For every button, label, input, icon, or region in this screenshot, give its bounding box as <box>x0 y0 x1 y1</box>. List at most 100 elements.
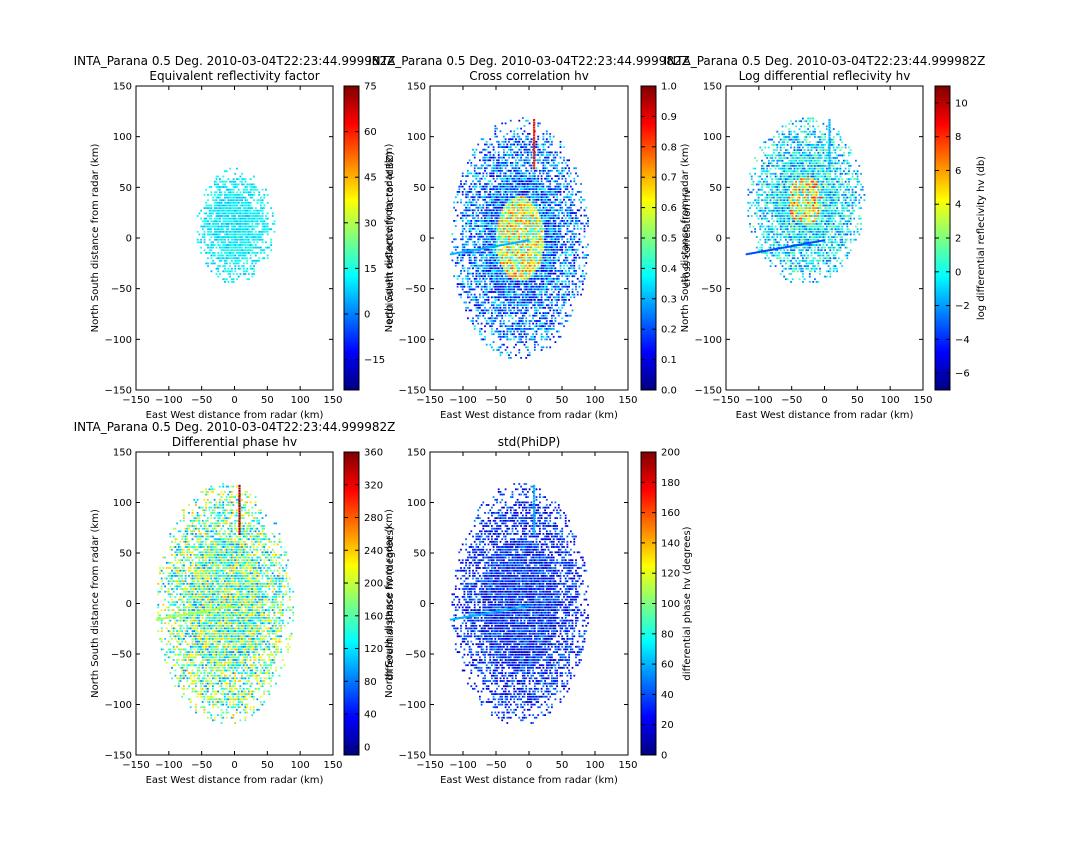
radar-echo-field <box>155 483 295 724</box>
colorbar-tick-label: 0.5 <box>661 234 677 245</box>
colorbar-label: log differential reflecivity hv (db) <box>976 156 987 320</box>
chart-subtitle: Equivalent reflectivity factor <box>149 69 319 83</box>
chart-subtitle: std(PhiDP) <box>498 435 561 449</box>
colorbar-tick-label: 0 <box>661 751 667 762</box>
panel-2: −150 −100 −50 0 50 100 150 150 100 50 0 −50 −100 −150… <box>368 54 693 421</box>
chart-title: INTA_Parana 0.5 Deg. 2010-03-04T22:23:44… <box>74 420 396 434</box>
x-axis-label: East West distance from radar (km) <box>440 410 618 421</box>
x-tick-label: −100 <box>449 395 476 406</box>
y-tick-label: −50 <box>111 650 132 661</box>
radar-echo-field <box>449 117 589 359</box>
colorbar-tick-label: 60 <box>661 660 674 671</box>
x-tick-label: 50 <box>556 395 569 406</box>
y-tick-label: 150 <box>407 448 426 459</box>
panel-4: −150 −100 −50 0 50 100 150 150 100 50 0 −50 −100 −150… <box>74 420 396 786</box>
colorbar <box>343 451 360 756</box>
colorbar-label: cross correlation hv <box>682 189 693 287</box>
x-tick-label: 100 <box>585 395 604 406</box>
colorbar-tick-label: 280 <box>364 513 383 524</box>
x-tick-label: 0 <box>526 395 532 406</box>
colorbar-tick-label: 0.9 <box>661 112 677 123</box>
colorbar-tick-label: −15 <box>364 355 385 366</box>
y-axis-label: North South distance from radar (km) <box>384 144 395 333</box>
colorbar-tick-label: 140 <box>661 538 680 549</box>
colorbar-tick-label: 60 <box>364 127 377 138</box>
y-tick-label: 50 <box>709 183 722 194</box>
x-tick-label: 0 <box>231 760 237 771</box>
x-tick-label: −150 <box>416 395 443 406</box>
y-tick-label: 100 <box>113 498 132 509</box>
colorbar-tick-label: 40 <box>661 690 674 701</box>
x-tick-label: 50 <box>851 395 864 406</box>
colorbar-tick-label: 320 <box>364 480 383 491</box>
x-tick-label: −100 <box>155 395 182 406</box>
x-tick-label: −100 <box>745 395 772 406</box>
colorbar-tick-label: −2 <box>955 301 970 312</box>
colorbar-tick-label: 2 <box>955 234 961 245</box>
x-tick-label: 100 <box>585 760 604 771</box>
colorbar-tick-label: 10 <box>955 98 968 109</box>
x-tick-label: 0 <box>821 395 827 406</box>
panel-5: −150 −100 −50 0 50 100 150 150 100 50 0 −50 −100 −150… <box>384 435 693 786</box>
colorbar-label: equivalent reflectivity factor (dBZ) <box>385 152 396 325</box>
colorbar-tick-label: 100 <box>661 599 680 610</box>
y-tick-label: 0 <box>420 234 426 245</box>
x-tick-label: −50 <box>191 395 212 406</box>
y-tick-label: −100 <box>399 700 426 711</box>
y-tick-label: 150 <box>703 82 722 93</box>
x-tick-label: 0 <box>526 760 532 771</box>
colorbar-tick-label: 120 <box>364 644 383 655</box>
colorbar-tick-label: 6 <box>955 166 961 177</box>
colorbar-tick-label: 360 <box>364 448 383 459</box>
x-tick-label: −100 <box>449 760 476 771</box>
colorbar-tick-label: 200 <box>661 448 680 459</box>
colorbar-tick-label: 0.2 <box>661 325 677 336</box>
colorbar-tick-label: 45 <box>364 173 377 184</box>
x-tick-label: 100 <box>881 395 900 406</box>
y-tick-label: 0 <box>126 599 132 610</box>
y-tick-label: −50 <box>405 284 426 295</box>
x-tick-label: 50 <box>261 760 274 771</box>
colorbar-tick-label: 200 <box>364 579 383 590</box>
x-tick-label: −50 <box>781 395 802 406</box>
colorbar-tick-label: 160 <box>364 611 383 622</box>
x-tick-label: −50 <box>191 760 212 771</box>
panel-1: −150 −100 −50 0 50 100 150150100500−50−100−150… <box>74 54 396 421</box>
x-tick-label: 150 <box>618 760 637 771</box>
colorbar-tick-label: 20 <box>661 720 674 731</box>
y-tick-label: −150 <box>105 751 132 762</box>
colorbar-tick-label: 1.0 <box>661 82 677 93</box>
y-tick-label: −150 <box>695 386 722 397</box>
chart-title: INTA_Parana 0.5 Deg. 2010-03-04T22:23:44… <box>664 54 986 68</box>
y-tick-label: 0 <box>126 234 132 245</box>
x-axis-label: East West distance from radar (km) <box>440 775 618 786</box>
y-tick-label: 100 <box>113 132 132 143</box>
colorbar-tick-label: 120 <box>661 569 680 580</box>
colorbar-tick-label: 80 <box>661 629 674 640</box>
x-tick-label: 150 <box>913 395 932 406</box>
colorbar-tick-label: 0 <box>955 267 961 278</box>
colorbar-tick-label: 40 <box>364 710 377 721</box>
y-tick-label: −50 <box>701 284 722 295</box>
y-tick-label: 150 <box>113 82 132 93</box>
colorbar-tick-label: −4 <box>955 335 970 346</box>
x-tick-label: 100 <box>291 760 310 771</box>
x-tick-label: −150 <box>712 395 739 406</box>
chart-subtitle: Differential phase hv <box>172 435 297 449</box>
y-tick-label: 150 <box>113 448 132 459</box>
x-tick-label: 0 <box>231 395 237 406</box>
y-tick-label: −150 <box>399 386 426 397</box>
colorbar-tick-label: 240 <box>364 546 383 557</box>
y-tick-label: −100 <box>105 700 132 711</box>
colorbar-tick-label: 0.6 <box>661 203 677 214</box>
x-tick-label: −50 <box>485 395 506 406</box>
x-tick-label: −150 <box>416 760 443 771</box>
y-tick-label: −100 <box>399 335 426 346</box>
y-axis-label: North South distance from radar (km) <box>384 509 395 698</box>
radar-echo-field <box>196 167 276 283</box>
colorbar-tick-label: 15 <box>364 264 377 275</box>
chart-title: INTA_Parana 0.5 Deg. 2010-03-04T22:23:44… <box>74 54 396 68</box>
x-tick-label: −150 <box>122 395 149 406</box>
radar-echo-field <box>449 483 589 724</box>
